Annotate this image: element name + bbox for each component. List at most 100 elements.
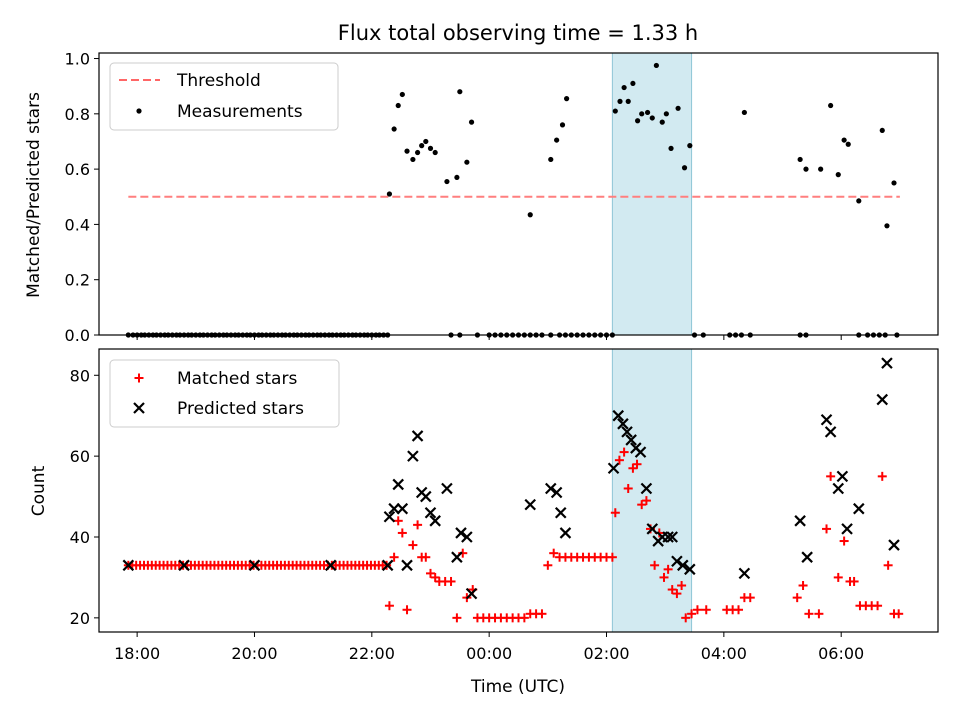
measurement-point [668, 145, 674, 151]
x-axis-label: Time (UTC) [470, 677, 565, 697]
measurement-point [617, 98, 623, 104]
top-ytick-label: 0.0 [65, 326, 90, 345]
bottom-xtick-label: 20:00 [231, 644, 277, 663]
top-axes-frame [98, 52, 939, 336]
measurement-point [841, 137, 847, 143]
matched-point [408, 540, 418, 550]
measurement-point [644, 109, 651, 116]
predicted-point [666, 531, 678, 543]
bottom-xtick-label: 18:00 [114, 644, 160, 663]
predicted-point [640, 482, 653, 495]
predicted-point [429, 515, 441, 527]
bottom-ytick-label: 80 [70, 366, 90, 385]
matched-point [549, 548, 559, 558]
measurement-point [741, 109, 747, 116]
top-ytick-label: 0.8 [65, 105, 90, 124]
legend-measurements-swatch [136, 108, 142, 114]
predicted-point [738, 567, 751, 580]
matched-point [619, 447, 629, 457]
bottom-xtick-label: 06:00 [818, 644, 864, 663]
matched-point [672, 589, 682, 599]
matched-point [826, 471, 836, 481]
matched-point [692, 605, 702, 615]
bottom-ytick-label: 40 [70, 528, 90, 547]
predicted-point [876, 393, 889, 406]
measurement-point [559, 122, 566, 128]
predicted-point [424, 506, 437, 519]
measurement-point [681, 165, 688, 171]
predicted-point [853, 502, 865, 515]
bottom-y-axis-label: Count [29, 465, 49, 516]
matched-point [628, 463, 638, 473]
top-highlight-span [611, 52, 693, 336]
bottom-xtick-label: 00:00 [466, 644, 512, 663]
predicted-point [407, 450, 419, 462]
measurement-point [625, 98, 631, 104]
measurement-point [835, 172, 841, 178]
measurement-point [468, 119, 475, 125]
legend-predicted-swatch [133, 402, 145, 414]
matched-point [792, 593, 802, 603]
matched-point [734, 605, 744, 615]
top-y-axis-label: Matched/Predicted stars [24, 92, 44, 298]
matched-point [663, 564, 673, 574]
predicted-point [420, 490, 432, 503]
predicted-point [381, 559, 394, 572]
predicted-point [824, 426, 837, 438]
predicted-point [634, 446, 647, 458]
predicted-point [836, 470, 849, 483]
measurement-point [687, 143, 693, 149]
matched-point [543, 560, 553, 570]
measurement-point [621, 84, 627, 91]
legend-threshold-label: Threshold [176, 71, 261, 91]
legend-matched-swatch [134, 373, 144, 383]
measurement-point [879, 127, 885, 134]
measurement-point [419, 143, 425, 149]
matched-point [637, 500, 647, 510]
legend-predicted-label: Predicted stars [177, 399, 304, 419]
measurement-point [803, 166, 809, 172]
matched-point [833, 572, 843, 582]
predicted-point [612, 409, 625, 422]
matched-point [849, 576, 859, 586]
matched-point [607, 552, 617, 562]
predicted-point [401, 559, 413, 572]
bottom-legend-box [109, 359, 340, 428]
predicted-point [324, 559, 337, 572]
predicted-point [550, 486, 563, 499]
matched-point [873, 601, 883, 611]
matched-point [641, 496, 651, 506]
measurement-point [548, 156, 554, 163]
matched-point [687, 609, 697, 619]
measurement-point [554, 137, 560, 143]
predicted-point [684, 563, 696, 576]
legend-measurements-label: Measurements [177, 102, 303, 122]
matched-point [814, 609, 824, 619]
predicted-point [820, 413, 833, 426]
measurement-point [884, 223, 890, 229]
measurement-point [653, 62, 659, 69]
measurement-point [427, 145, 434, 151]
measurement-point [457, 89, 463, 95]
matched-point [614, 455, 624, 465]
bottom-xtick-label: 04:00 [701, 644, 747, 663]
predicted-point [122, 559, 135, 572]
predicted-point [801, 551, 813, 563]
predicted-point [461, 531, 473, 543]
predicted-point [646, 523, 659, 535]
measurement-point [845, 141, 851, 147]
matched-point [384, 601, 394, 611]
predicted-point [625, 434, 637, 446]
predicted-point [794, 515, 806, 527]
measurement-point [423, 138, 429, 145]
predicted-point [524, 498, 537, 511]
matched-point [883, 560, 893, 570]
predicted-point [607, 462, 620, 475]
legend-matched-label: Matched stars [177, 369, 297, 389]
bottom-highlight-span [611, 348, 693, 633]
predicted-point [677, 559, 689, 572]
predicted-point [621, 426, 633, 438]
matched-point [623, 483, 633, 493]
